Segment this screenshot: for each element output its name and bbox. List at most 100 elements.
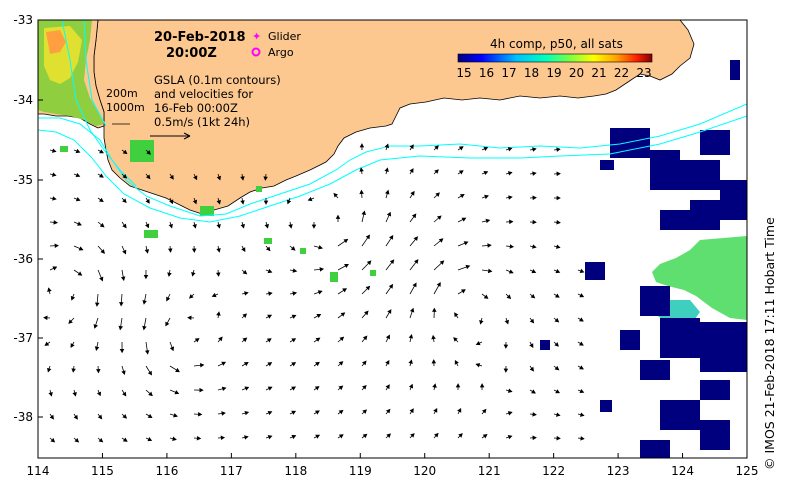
velocity-arrow-head	[481, 408, 487, 414]
velocity-arrow-head	[385, 408, 391, 414]
velocity-arrow-head	[165, 321, 170, 327]
velocity-arrow-head	[307, 196, 313, 202]
velocity-arrow-head	[532, 244, 537, 249]
velocity-arrow-head	[361, 210, 366, 216]
velocity-arrow-head	[362, 433, 368, 439]
velocity-arrow-head	[410, 190, 415, 196]
velocity-arrow-head	[413, 236, 419, 241]
velocity-arrow-head	[315, 337, 321, 342]
velocity-arrow-head	[579, 293, 585, 298]
velocity-arrow-head	[288, 224, 293, 229]
velocity-arrows	[43, 143, 585, 443]
velocity-arrow-head	[435, 192, 440, 197]
velocity-arrow-head	[193, 175, 198, 181]
velocity-arrow-head	[389, 234, 394, 240]
velocity-arrow-head	[554, 365, 560, 371]
velocity-arrow-head	[411, 213, 417, 219]
colorbar-title: 4h comp, p50, all sats	[490, 37, 623, 51]
velocity-arrow-head	[145, 223, 150, 229]
velocity-arrow-head	[188, 294, 194, 299]
velocity-arrow-head	[54, 243, 59, 248]
velocity-arrow-head	[362, 384, 367, 390]
velocity-arrow-head	[267, 434, 273, 440]
velocity-arrow-head	[265, 246, 271, 252]
velocity-arrow-head	[148, 391, 153, 397]
velocity-arrow-head	[579, 365, 584, 370]
velocity-arrow-head	[342, 288, 348, 293]
velocity-arrow-head	[122, 414, 128, 419]
velocity-arrow-head	[359, 189, 364, 195]
velocity-arrow-head	[122, 391, 127, 397]
x-tick-label: 118	[284, 464, 307, 478]
velocity-arrow-head	[292, 268, 298, 273]
velocity-arrow-head	[453, 337, 458, 342]
velocity-arrow-head	[362, 409, 368, 414]
velocity-arrow-head	[362, 335, 368, 341]
velocity-arrow-head	[509, 244, 515, 249]
velocity-arrow-head	[531, 269, 537, 274]
velocity-arrow-head	[100, 249, 105, 254]
gsla-line-1: GSLA (0.1m contours)	[154, 73, 281, 87]
velocity-arrow-head	[119, 302, 124, 307]
velocity-arrow-head	[315, 434, 321, 439]
velocity-arrow-head	[311, 224, 317, 229]
velocity-arrow-head	[459, 193, 465, 199]
gsla-line-2: and velocities for	[154, 87, 253, 101]
velocity-arrow-head	[483, 170, 489, 176]
sst-coastal-pixels	[60, 140, 376, 282]
velocity-arrow-head	[70, 343, 75, 348]
glider-label: Glider	[268, 30, 301, 43]
velocity-arrow-head	[175, 367, 180, 373]
velocity-arrow-head	[244, 435, 249, 440]
velocity-arrow-head	[455, 383, 461, 388]
velocity-arrow-head	[199, 362, 205, 368]
velocity-arrow-head	[434, 145, 439, 150]
colorbar-tick-label: 16	[479, 66, 494, 80]
velocity-arrow-head	[74, 438, 80, 443]
velocity-arrow-head	[335, 214, 341, 219]
velocity-arrow-head	[291, 434, 297, 440]
velocity-arrow-head	[317, 290, 323, 295]
velocity-arrow-head	[169, 346, 175, 352]
velocity-arrow-head	[409, 307, 415, 313]
velocity-arrow-head	[385, 189, 390, 195]
velocity-arrow-head	[343, 238, 349, 244]
scale-arrow	[150, 132, 191, 140]
velocity-arrow-head	[187, 315, 192, 321]
velocity-arrow-head	[555, 268, 561, 274]
velocity-arrow-head	[482, 433, 488, 439]
velocity-arrow-head	[78, 246, 84, 251]
velocity-arrow-head	[52, 196, 57, 201]
velocity-arrow-head	[51, 172, 57, 177]
velocity-arrow-head	[529, 318, 535, 324]
velocity-arrow-head	[242, 313, 248, 318]
velocity-arrow-head	[315, 361, 320, 367]
velocity-arrow-head	[483, 294, 489, 299]
velocity-arrow-head	[47, 287, 52, 293]
velocity-arrow-head	[433, 407, 438, 413]
y-axis: -33 -34 -35 -36 -37 -38	[13, 13, 43, 424]
velocity-arrow-head	[44, 341, 50, 346]
velocity-arrow-head	[174, 390, 180, 395]
velocity-arrow-head	[53, 220, 58, 225]
velocity-arrow-head	[72, 391, 77, 397]
velocity-arrow-head	[145, 174, 151, 180]
velocity-arrow-head	[99, 173, 104, 178]
velocity-arrow-head	[240, 223, 245, 229]
velocity-arrow-head	[263, 200, 269, 205]
velocity-arrow-head	[99, 222, 105, 228]
velocity-arrow-head	[434, 169, 439, 174]
velocity-arrow-head	[314, 386, 320, 391]
velocity-arrow-head	[242, 337, 248, 343]
velocity-arrow-head	[77, 221, 82, 226]
velocity-arrow-head	[387, 309, 392, 314]
velocity-arrow-head	[409, 144, 414, 150]
velocity-arrow-head	[475, 341, 481, 346]
velocity-arrow-head	[192, 199, 198, 205]
velocity-arrow-head	[408, 359, 413, 365]
velocity-arrow-head	[94, 302, 100, 307]
velocity-arrow-head	[94, 346, 100, 351]
velocity-arrow-head	[366, 260, 372, 266]
velocity-arrow-head	[503, 344, 509, 349]
